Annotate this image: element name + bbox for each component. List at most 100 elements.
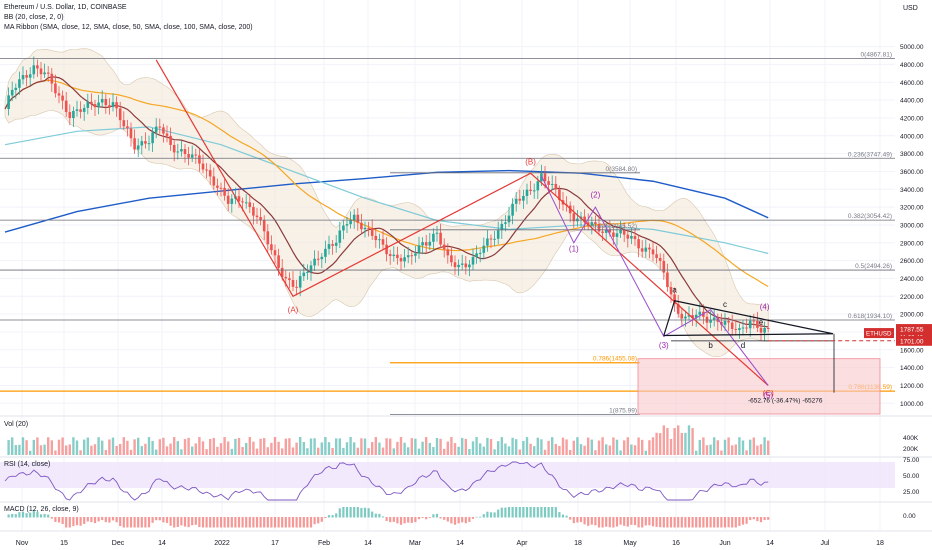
volume-bar <box>32 439 35 455</box>
candle-body <box>536 181 540 191</box>
price-tick-label: 1000.00 <box>900 401 924 408</box>
candle-body <box>666 272 669 288</box>
price-axis[interactable]: USD 5000.00 4800.00 4600.00 4400.00 4200.00 40… <box>864 0 932 550</box>
candle-body <box>583 216 586 223</box>
volume-bar <box>630 444 633 455</box>
volume-bar <box>396 441 399 455</box>
volume-bar <box>324 437 327 455</box>
volume-bar <box>432 447 435 455</box>
volume-bar <box>648 440 651 455</box>
macd-histogram-bar <box>623 517 626 526</box>
macd-histogram-bar <box>443 517 446 520</box>
volume-bar <box>367 448 370 455</box>
volume-bar <box>198 437 201 455</box>
volume-bar <box>435 438 439 455</box>
candle-body <box>302 272 306 277</box>
volume-bar <box>93 444 97 455</box>
candle-body <box>158 126 162 128</box>
candle-body <box>248 202 252 208</box>
volume-bar <box>468 449 471 455</box>
macd-histogram-bar <box>644 517 647 526</box>
macd-histogram-bar <box>446 517 449 522</box>
candle-body <box>194 154 198 156</box>
macd-histogram-bar <box>353 507 356 518</box>
volume-bar <box>525 437 529 455</box>
macd-histogram-bar <box>612 517 615 528</box>
volume-bar <box>623 440 626 455</box>
macd-histogram-bar <box>65 517 68 528</box>
macd-histogram-bar <box>317 517 320 524</box>
macd-histogram-bar <box>367 508 370 518</box>
macd-histogram-bar <box>673 517 676 528</box>
candle-body <box>691 315 694 319</box>
candle-body <box>219 187 223 189</box>
volume-bar <box>223 437 226 455</box>
volume-bar <box>29 450 32 455</box>
candle-body <box>471 257 475 265</box>
volume-bar <box>237 438 241 455</box>
macd-histogram-bar <box>119 517 122 527</box>
macd-histogram-bar <box>471 517 475 519</box>
triangle-pattern <box>663 300 834 337</box>
macd-histogram-bar <box>187 517 190 528</box>
candle-body <box>464 263 468 268</box>
candle-body <box>21 75 25 80</box>
volume-bar <box>673 428 676 455</box>
candle-body <box>291 280 295 287</box>
macd-histogram-bar <box>345 507 349 518</box>
volume-bar <box>338 438 341 455</box>
volume-bar <box>698 439 701 455</box>
volume-bar <box>414 438 417 455</box>
volume-bar <box>633 445 637 455</box>
macd-histogram-bar <box>511 507 514 518</box>
volume-bar <box>79 450 82 455</box>
candle-body <box>162 127 165 134</box>
macd-histogram-bar <box>212 517 215 528</box>
axis-bg <box>895 0 932 550</box>
macd-histogram-bar <box>540 507 543 518</box>
candle-body <box>306 271 309 273</box>
volume-label: Vol (20) <box>4 421 29 428</box>
candle-body <box>540 173 543 182</box>
chart-title: Ethereum / U.S. Dollar, 1D, COINBASE <box>4 4 127 11</box>
macd-histogram-bar <box>342 507 345 518</box>
macd-histogram-bar <box>299 517 302 528</box>
macd-histogram-bar <box>363 507 367 518</box>
candle-body <box>363 227 367 230</box>
volume-bar <box>446 441 449 455</box>
candle-body <box>662 260 666 273</box>
candle-body <box>622 229 626 235</box>
macd-histogram-bar <box>605 517 608 527</box>
macd-histogram-bar <box>75 517 79 526</box>
candle-body <box>378 239 381 241</box>
volume-bar <box>68 444 71 455</box>
volume-bar <box>705 445 709 455</box>
macd-histogram-bar <box>669 517 673 528</box>
volume-bar <box>443 448 446 455</box>
macd-histogram-bar <box>306 517 309 528</box>
annotations: 0(4867.81) 0.236(3747.49) 0(3584.80) 0.382(… <box>0 51 895 415</box>
wave-label: (4) <box>760 303 770 312</box>
macd-histogram-bar <box>140 517 143 528</box>
rsi-tick-label: 25.00 <box>903 489 920 496</box>
macd-histogram-bar <box>723 517 727 528</box>
x-tick-label: 14 <box>766 540 774 547</box>
macd-histogram-bar <box>396 517 399 524</box>
price-tick-label: 4000.00 <box>900 133 924 140</box>
volume-bar <box>234 438 237 455</box>
candle-body <box>190 154 194 158</box>
volume-bar <box>457 446 460 455</box>
volume-bar <box>144 443 147 455</box>
candle-body <box>100 98 104 103</box>
macd-histogram-bar <box>255 517 259 528</box>
volume-bar <box>119 443 122 455</box>
candle-body <box>154 126 158 133</box>
price-tick-label: 2400.00 <box>900 276 924 283</box>
candle-body <box>10 89 14 96</box>
volume-bar <box>72 437 75 455</box>
volume-bar <box>255 448 259 455</box>
ma-ribbon-legend: MA Ribbon (SMA, close, 12, SMA, close, 5… <box>4 24 253 31</box>
macd-histogram-bar <box>57 517 61 523</box>
candle-body <box>442 244 446 250</box>
macd-histogram-bar <box>641 517 644 528</box>
